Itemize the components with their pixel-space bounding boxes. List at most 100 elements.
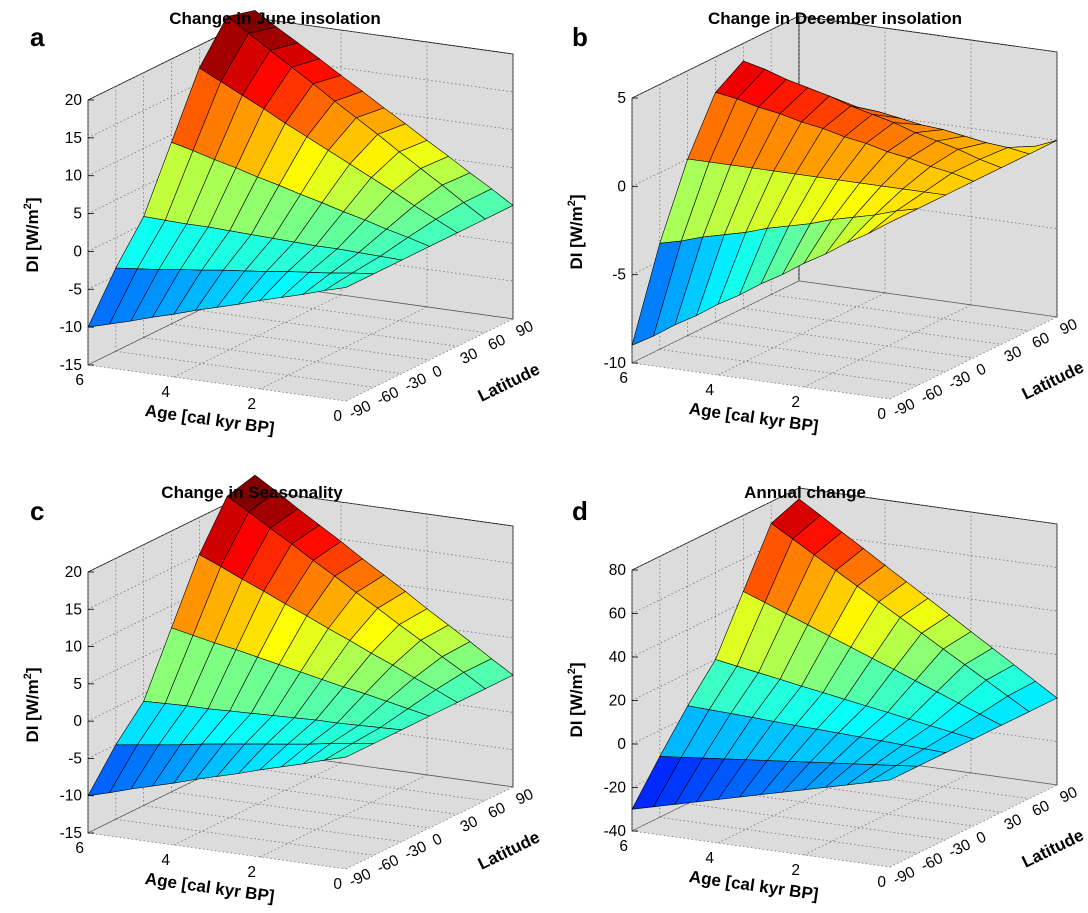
age-tick-label: 0 xyxy=(333,408,342,425)
latitude-axis-label: Latitude xyxy=(475,360,543,406)
lat-tick-label: 60 xyxy=(485,331,508,354)
z-tick-label: 80 xyxy=(609,562,627,579)
age-tick-label: 6 xyxy=(619,838,628,855)
surface-patch xyxy=(868,208,918,234)
lat-tick-label: 60 xyxy=(1029,329,1052,352)
z-tick-label: -10 xyxy=(60,788,83,805)
surface-patch xyxy=(324,272,374,291)
panel-letter: c xyxy=(30,496,44,526)
lat-tick-label: -90 xyxy=(346,865,374,890)
surface-mesh xyxy=(631,60,1058,346)
z-tick-label: 20 xyxy=(609,693,627,710)
z-tick-label: -10 xyxy=(60,319,83,336)
floor xyxy=(632,749,1057,867)
surface-patch xyxy=(868,765,918,783)
lat-tick-label: -30 xyxy=(946,368,974,393)
age-tick-label: 4 xyxy=(705,850,714,867)
latitude-axis-label: Latitude xyxy=(1019,826,1087,872)
age-tick-label: 2 xyxy=(791,862,800,879)
panel-title: Annual change xyxy=(744,483,866,502)
lat-tick-label: -30 xyxy=(402,370,430,395)
z-tick-label: 0 xyxy=(617,736,626,753)
z-tick-label: 5 xyxy=(73,206,82,223)
surface-mesh xyxy=(87,10,514,328)
lat-tick-label: 0 xyxy=(430,830,446,849)
z-tick-label: 10 xyxy=(65,639,83,656)
age-tick-label: 4 xyxy=(161,852,170,869)
z-axis-label: DI [W/m2] xyxy=(22,197,42,272)
z-tick-label: 0 xyxy=(73,243,82,260)
lat-tick-label: -60 xyxy=(918,382,946,407)
latitude-axis-label: Latitude xyxy=(475,828,543,874)
age-tick-label: 0 xyxy=(877,874,886,891)
lat-tick-label: -30 xyxy=(402,838,430,863)
lat-tick-label: 60 xyxy=(485,799,508,822)
z-axis-label: DI [W/m2] xyxy=(22,667,42,742)
panel-letter: a xyxy=(30,22,45,52)
lat-tick-label: -30 xyxy=(946,836,974,861)
floor xyxy=(632,281,1057,399)
panel-letter: b xyxy=(572,22,588,52)
z-tick-label: 15 xyxy=(65,601,82,618)
age-tick-label: 0 xyxy=(333,876,342,893)
age-tick-label: 6 xyxy=(75,372,84,389)
z-tick-label: -10 xyxy=(604,355,627,372)
panel-letter: d xyxy=(572,496,588,526)
z-tick-label: 5 xyxy=(617,90,626,107)
z-tick-label: 0 xyxy=(73,713,82,730)
z-axis-label: DI [W/m2] xyxy=(566,194,586,269)
age-tick-label: 2 xyxy=(247,864,256,881)
age-tick-label: 6 xyxy=(619,370,628,387)
floor xyxy=(88,751,513,869)
z-axis-label: DI [W/m2] xyxy=(566,662,586,737)
surface-mesh xyxy=(631,498,1058,810)
z-tick-label: 60 xyxy=(609,606,627,623)
age-tick-label: 4 xyxy=(705,382,714,399)
z-tick-label: 15 xyxy=(65,130,82,147)
z-tick-label: 5 xyxy=(73,676,82,693)
z-tick-label: 0 xyxy=(617,178,626,195)
lat-tick-label: 90 xyxy=(1057,784,1080,807)
lat-tick-label: 90 xyxy=(513,786,536,809)
z-tick-label: -20 xyxy=(604,780,627,797)
z-tick-label: -15 xyxy=(60,825,82,842)
lat-tick-label: 0 xyxy=(430,362,446,381)
floor xyxy=(88,283,513,401)
latitude-axis-label: Latitude xyxy=(1019,358,1087,404)
age-tick-label: 2 xyxy=(247,396,256,413)
age-tick-label: 0 xyxy=(877,406,886,423)
lat-tick-label: 60 xyxy=(1029,797,1052,820)
age-tick-label: 4 xyxy=(161,384,170,401)
lat-tick-label: -90 xyxy=(346,397,374,422)
z-tick-label: -5 xyxy=(68,281,82,298)
lat-tick-label: 30 xyxy=(1002,343,1025,366)
lat-tick-label: 30 xyxy=(458,345,481,368)
z-tick-label: 10 xyxy=(65,168,83,185)
lat-tick-label: -60 xyxy=(374,384,402,409)
z-tick-label: -5 xyxy=(68,750,82,767)
z-tick-label: 20 xyxy=(65,92,83,109)
panel-title: Change in June insolation xyxy=(169,9,381,28)
age-tick-label: 2 xyxy=(791,394,800,411)
lat-tick-label: 90 xyxy=(1057,316,1080,339)
lat-tick-label: 90 xyxy=(513,318,536,341)
lat-tick-label: -60 xyxy=(374,852,402,877)
z-tick-label: -5 xyxy=(612,267,626,284)
z-tick-label: -15 xyxy=(60,357,82,374)
z-tick-label: -40 xyxy=(604,823,627,840)
z-tick-label: 40 xyxy=(609,649,627,666)
age-tick-label: 6 xyxy=(75,840,84,857)
panel-title: Change in December insolation xyxy=(708,9,962,28)
lat-tick-label: -60 xyxy=(918,850,946,875)
lat-tick-label: 30 xyxy=(1002,811,1025,834)
lat-tick-label: 30 xyxy=(458,813,481,836)
z-tick-label: 20 xyxy=(65,564,83,581)
surface-mesh xyxy=(87,474,514,797)
surface-patch xyxy=(324,743,374,761)
lat-tick-label: -90 xyxy=(890,395,918,420)
